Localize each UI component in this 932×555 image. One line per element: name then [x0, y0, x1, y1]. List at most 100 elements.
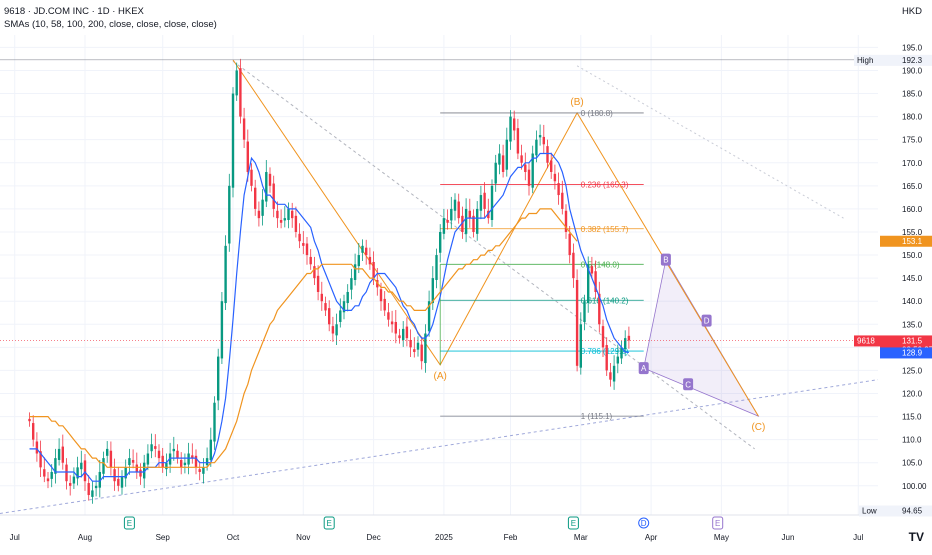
candle-body: [54, 458, 57, 474]
candle-body: [246, 141, 249, 172]
candle-body: [180, 459, 183, 468]
pattern-point: C: [683, 378, 694, 391]
candle-body: [383, 298, 386, 311]
candle-body: [83, 460, 87, 482]
candle-body: [135, 464, 138, 472]
earnings-icon: [323, 516, 335, 530]
candle-body: [120, 476, 124, 488]
price-tick-label: 160.0: [902, 205, 923, 214]
resistance-trendline: [232, 60, 755, 450]
candle-body: [320, 293, 323, 302]
candle-body: [350, 278, 353, 290]
candle-body: [550, 160, 553, 172]
event-marker: E: [123, 516, 135, 530]
time-tick-label: Nov: [296, 533, 310, 542]
candle-body: [91, 490, 94, 497]
candle-body: [235, 70, 238, 96]
candle-body: [616, 356, 619, 364]
candle-body: [302, 243, 305, 246]
price-tag-label-bg: [854, 335, 880, 347]
candle-body: [435, 255, 438, 280]
candle-body: [450, 208, 453, 221]
price-tick-label: 100.00: [902, 482, 927, 491]
price-tag-label-bg: [859, 505, 880, 517]
price-tick-label: 135.0: [902, 320, 923, 329]
candle-body: [268, 173, 272, 186]
candle-body: [464, 208, 468, 234]
grid: [0, 35, 878, 515]
candle-body: [109, 450, 113, 468]
candle-body: [598, 293, 601, 325]
candle-body: [590, 266, 594, 274]
price-tick-label: 140.0: [902, 297, 923, 306]
time-tick-label: Jun: [782, 533, 795, 542]
candle-body: [394, 321, 397, 334]
pattern-point-box: [683, 378, 694, 391]
wave-label: (A): [434, 371, 447, 382]
symbol-title[interactable]: 9618 · JD.COM INC · 1D · HKEX: [4, 6, 144, 17]
price-tag-bg: [880, 235, 932, 247]
candle-body: [627, 335, 631, 341]
candle-body: [557, 183, 560, 196]
price-axis: [878, 0, 932, 550]
candle-body: [113, 469, 116, 482]
candle-body: [346, 291, 349, 304]
candle-body: [553, 173, 557, 182]
candle-body: [453, 199, 457, 211]
candle-body: [217, 356, 220, 401]
candle-body: [87, 483, 90, 496]
candle-body: [250, 169, 253, 186]
earnings-icon: [123, 516, 135, 530]
candle-body: [609, 372, 612, 380]
dividend-label: D: [641, 519, 647, 528]
price-tick-label: 125.0: [902, 366, 923, 375]
earnings-label: E: [327, 519, 332, 528]
candle-body: [124, 467, 127, 479]
candle-body: [583, 301, 586, 322]
candle-body: [283, 218, 286, 221]
candle-body: [483, 192, 486, 209]
candle-body: [494, 162, 497, 184]
candle-body: [612, 365, 616, 382]
fib-label: 0.618 (140.2): [581, 296, 629, 305]
candle-body: [376, 279, 379, 288]
event-marker: E: [323, 516, 335, 530]
candle-body: [339, 310, 342, 322]
candle-body: [102, 458, 105, 474]
tradingview-logo[interactable]: TV: [908, 530, 924, 544]
candle-body: [387, 312, 390, 320]
candle-body: [527, 169, 531, 186]
candle-body: [287, 208, 290, 220]
candle-body: [279, 219, 283, 223]
candle-body: [605, 345, 608, 371]
candle-body: [335, 324, 338, 336]
price-tag-high: High 192.3: [854, 54, 932, 66]
candle-body: [305, 243, 309, 256]
candle-body: [254, 187, 257, 209]
candle-body: [316, 275, 320, 292]
candle-body: [472, 215, 475, 232]
candle-body: [94, 485, 98, 489]
price-tag-value: 192.3: [902, 56, 923, 65]
candle-body: [157, 450, 161, 459]
candle-body: [520, 155, 523, 163]
candle-body: [32, 423, 35, 440]
candle-body: [61, 446, 64, 463]
candle-body: [624, 338, 627, 350]
indicator-legend[interactable]: SMAs (10, 58, 100, 200, close, close, cl…: [4, 19, 217, 30]
pattern-point-label: B: [663, 256, 668, 265]
candle-body: [165, 462, 168, 470]
price-tag-label: High: [857, 56, 873, 65]
candle-body: [476, 208, 479, 234]
price-tick-label: 180.0: [902, 113, 923, 122]
candle-body: [516, 128, 520, 154]
price-tick-label: 185.0: [902, 90, 923, 99]
price-tag-label-bg: [854, 54, 880, 66]
candle-body: [498, 153, 501, 165]
candle-body: [194, 455, 198, 468]
candle-body: [35, 441, 39, 454]
candle-body: [575, 279, 579, 366]
candle-body: [161, 455, 164, 468]
